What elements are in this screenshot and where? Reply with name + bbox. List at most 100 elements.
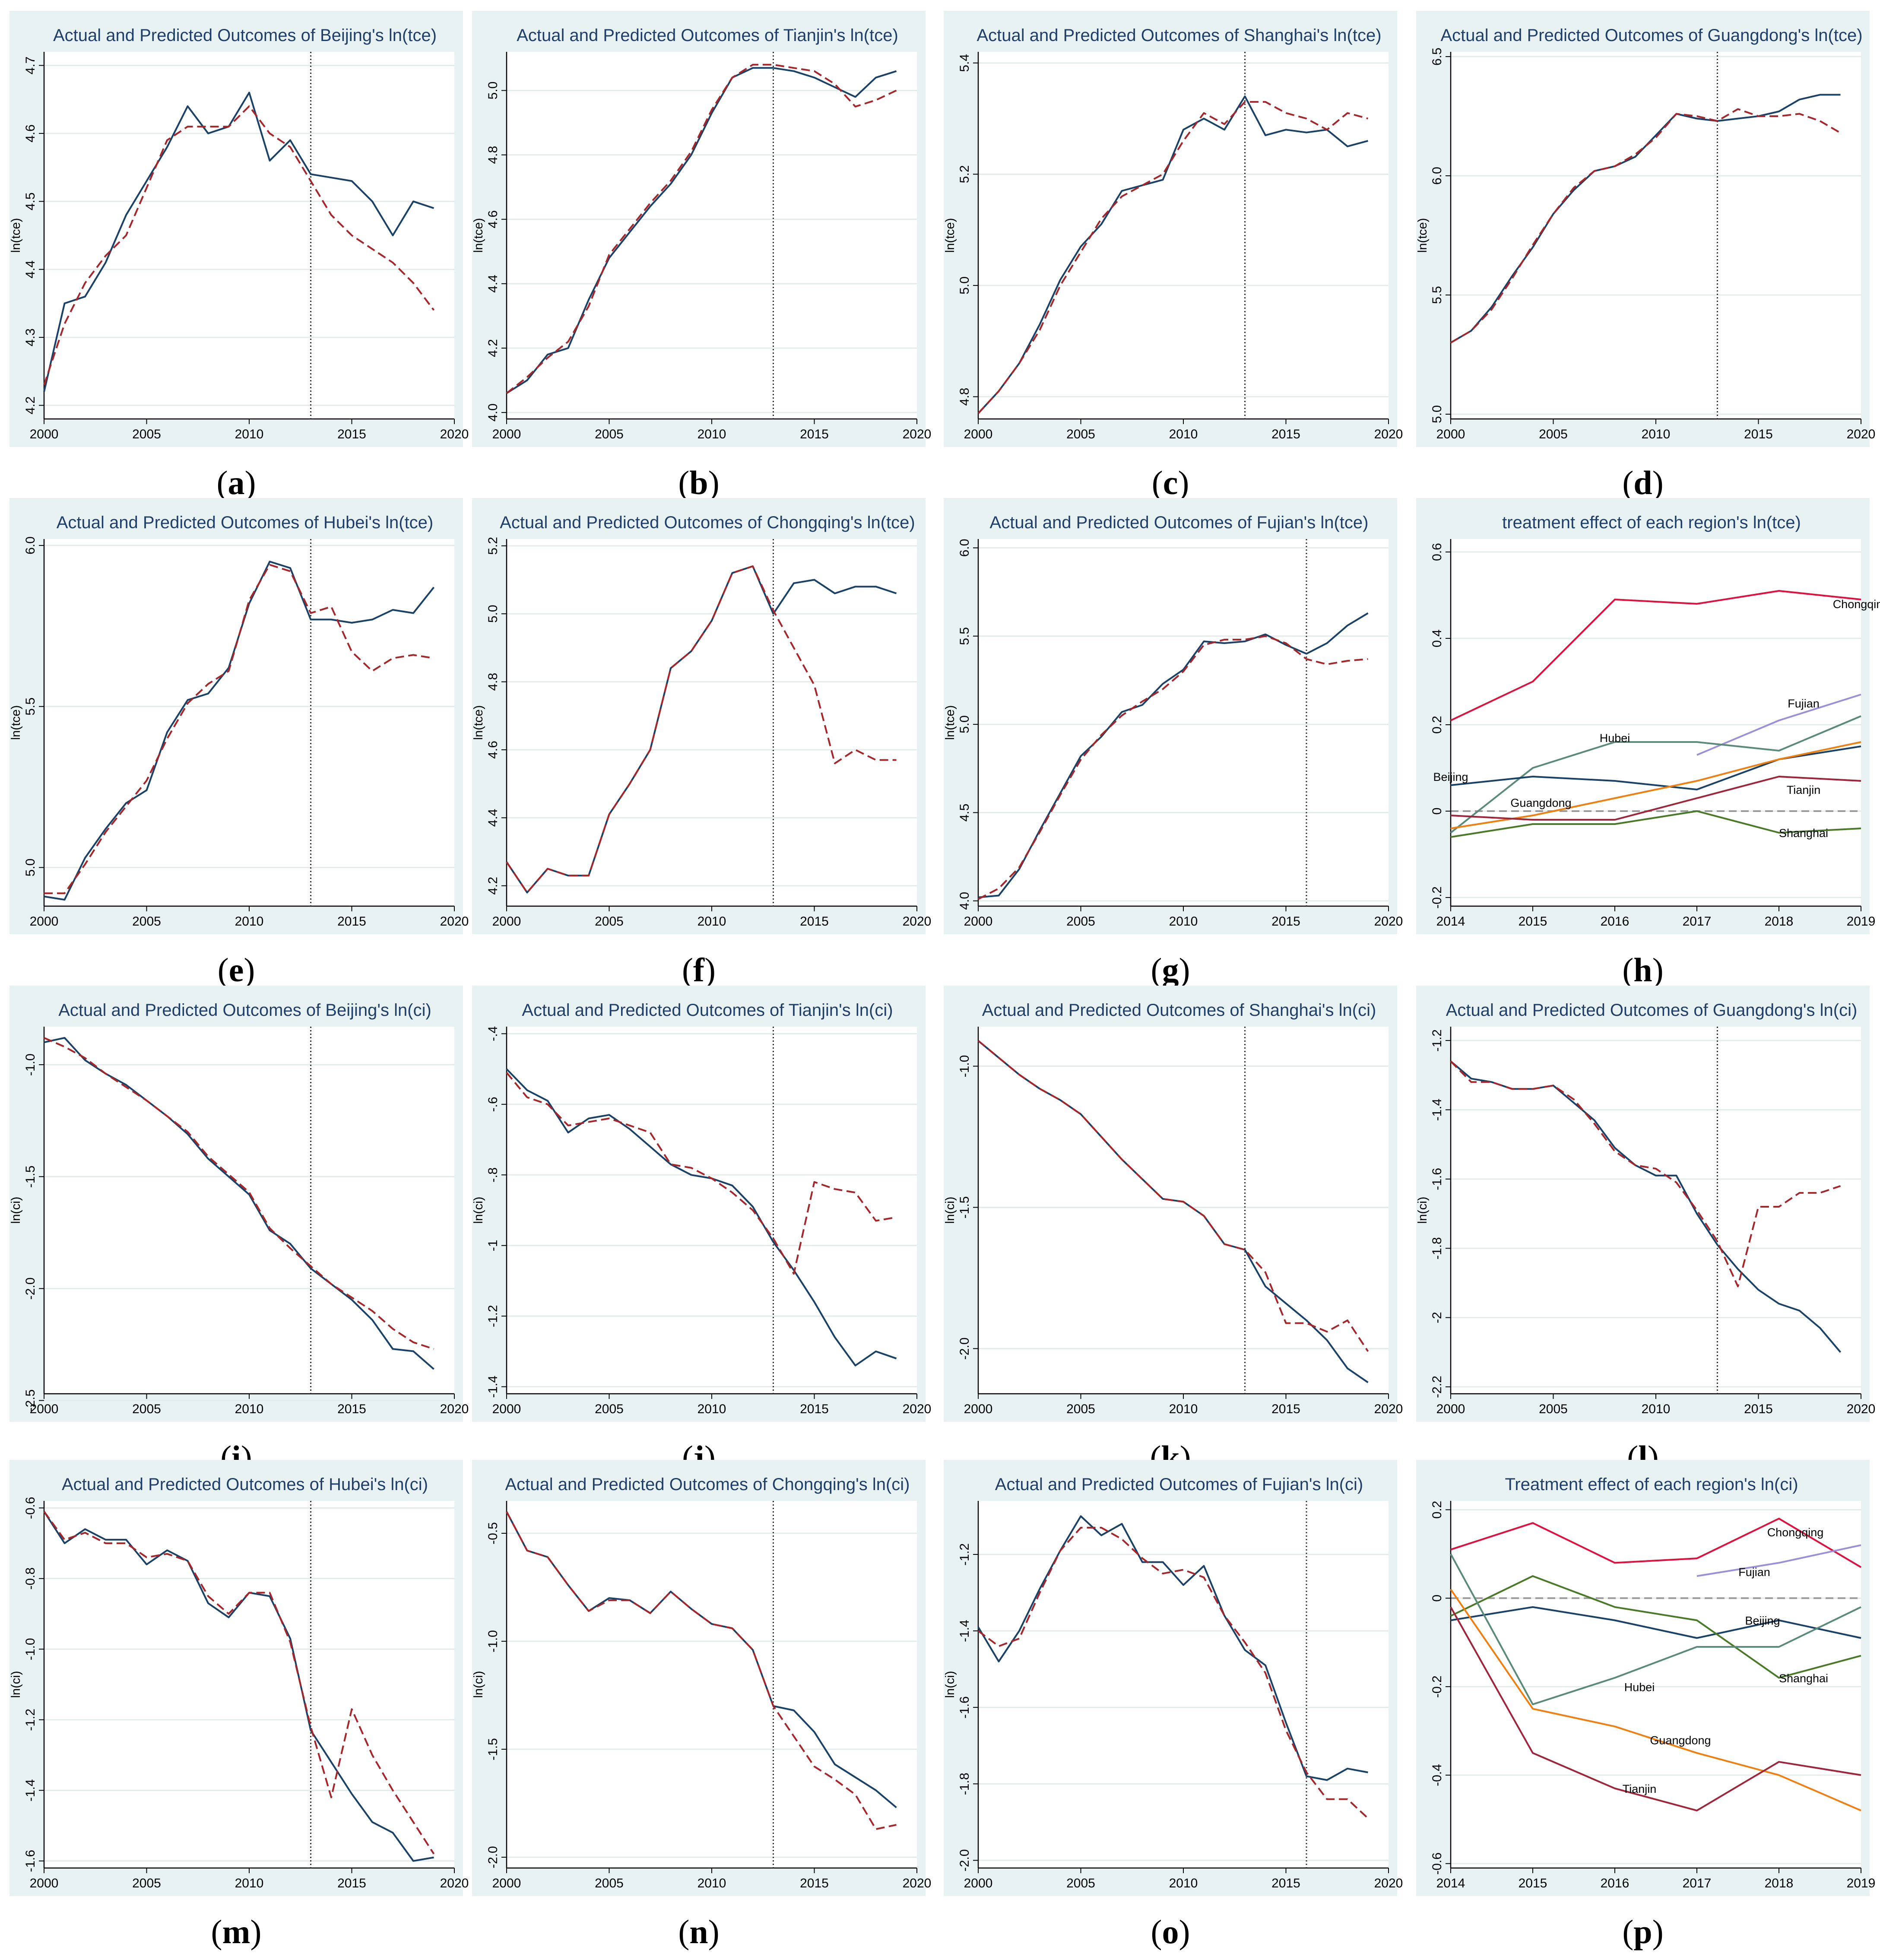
x-tick-label: 2000 — [30, 427, 59, 441]
plot-area — [978, 52, 1389, 419]
y-tick-label: -0.6 — [1430, 1852, 1444, 1875]
y-axis-label: ln(ci) — [9, 1197, 23, 1224]
y-tick-label: 0 — [1430, 808, 1444, 815]
series-line-actual — [1450, 1060, 1842, 1353]
plot-area — [44, 1501, 454, 1868]
series-label-beijing: Beijing — [1745, 1614, 1780, 1627]
chart-o: Actual and Predicted Outcomes of Fujian'… — [943, 1460, 1403, 1896]
series-line-guangdong — [1450, 741, 1861, 829]
series-line-predicted — [43, 105, 435, 385]
series-line-fujian — [1696, 1544, 1861, 1577]
plot-area — [1451, 52, 1861, 419]
y-tick-label: 4.5 — [23, 192, 38, 210]
chart-title: Actual and Predicted Outcomes of Beijing… — [58, 1001, 431, 1020]
x-tick-label: 2000 — [30, 1876, 59, 1890]
x-tick-label: 2015 — [1519, 1876, 1547, 1890]
y-axis-label: ln(ci) — [9, 1671, 23, 1698]
panel-letter: d — [1633, 464, 1652, 501]
x-tick-label: 2005 — [1066, 427, 1095, 441]
series-line-predicted — [44, 1037, 434, 1350]
series-line-guangdong — [1450, 1589, 1861, 1811]
x-tick-label: 2020 — [1847, 1402, 1876, 1416]
chart-n: Actual and Predicted Outcomes of Chongqi… — [472, 1460, 931, 1896]
y-tick-label: -2.0 — [486, 1846, 500, 1868]
chart-g: Actual and Predicted Outcomes of Fujian'… — [943, 498, 1403, 934]
y-tick-label: 5.5 — [23, 698, 38, 716]
paren-open: ( — [678, 1913, 690, 1950]
y-tick-label: -1.6 — [957, 1696, 972, 1719]
paren-open: ( — [1151, 951, 1162, 989]
y-tick-label: 5.0 — [486, 82, 500, 100]
series-line-chongqing — [1450, 590, 1861, 721]
x-tick-label: 2000 — [964, 1876, 993, 1890]
paren-open: ( — [678, 464, 690, 501]
series-line-tianjin — [1450, 776, 1861, 821]
x-tick-label: 2020 — [903, 1876, 932, 1890]
y-tick-label: -1.5 — [486, 1738, 500, 1760]
x-tick-label: 2018 — [1765, 1876, 1794, 1890]
y-tick-label: 4.8 — [486, 146, 500, 164]
y-tick-label: 4.4 — [486, 275, 500, 293]
y-tick-label: -.8 — [486, 1167, 500, 1183]
y-tick-label: 5.2 — [957, 165, 972, 183]
series-line-predicted — [506, 63, 897, 394]
chart-k: Actual and Predicted Outcomes of Shangha… — [943, 986, 1403, 1422]
x-tick-label: 2020 — [903, 1402, 932, 1416]
x-tick-label: 2015 — [1744, 427, 1773, 441]
y-tick-label: 6.0 — [23, 536, 38, 555]
panel-letter: a — [228, 464, 245, 501]
plot-area — [44, 52, 454, 419]
x-tick-label: 2020 — [1847, 427, 1876, 441]
x-tick-label: 2000 — [964, 1402, 993, 1416]
x-tick-label: 2010 — [697, 1402, 726, 1416]
x-tick-label: 2015 — [1271, 1876, 1300, 1890]
series-line-predicted — [43, 1511, 435, 1855]
y-tick-label: -2.0 — [957, 1849, 972, 1871]
y-tick-label: 5.0 — [957, 715, 972, 733]
x-tick-label: 2015 — [337, 427, 366, 441]
panel-h: treatment effect of each region's ln(tce… — [1416, 498, 1880, 998]
series-label-tianjin: Tianjin — [1787, 783, 1821, 796]
series-label-shanghai: Shanghai — [1779, 1672, 1828, 1685]
y-tick-label: -2.0 — [957, 1338, 972, 1360]
chart-p: Treatment effect of each region's ln(ci)… — [1416, 1460, 1875, 1896]
y-tick-label: 4.6 — [486, 210, 500, 228]
paren-open: ( — [1622, 464, 1634, 501]
panel-d: Actual and Predicted Outcomes of Guangdo… — [1416, 11, 1875, 511]
y-tick-label: -1 — [486, 1240, 500, 1251]
x-tick-label: 2016 — [1601, 914, 1630, 929]
plot-area — [507, 1501, 917, 1868]
x-tick-label: 2020 — [440, 914, 469, 929]
panel-a: Actual and Predicted Outcomes of Beijing… — [9, 11, 469, 511]
x-tick-label: 2015 — [337, 914, 366, 929]
series-line-predicted — [977, 1527, 1369, 1819]
plot-area — [1451, 1027, 1861, 1394]
y-tick-label: -1.0 — [23, 1638, 38, 1660]
x-tick-label: 2010 — [1169, 1402, 1198, 1416]
paren-close: ) — [708, 464, 720, 501]
x-tick-label: 2005 — [132, 914, 161, 929]
x-tick-label: 2015 — [1271, 1402, 1300, 1416]
paren-open: ( — [1151, 1913, 1162, 1950]
panel-e: Actual and Predicted Outcomes of Hubei's… — [9, 498, 469, 998]
y-tick-label: 6.0 — [1430, 167, 1444, 185]
x-tick-label: 2010 — [1642, 427, 1671, 441]
series-line-chongqing — [1450, 1518, 1862, 1568]
y-tick-label: 0.4 — [1430, 629, 1444, 647]
x-tick-label: 2005 — [132, 1402, 161, 1416]
y-tick-label: 4.0 — [957, 892, 972, 910]
series-label-chongqing: Chongqing — [1833, 598, 1880, 611]
series-label-fujian: Fujian — [1788, 697, 1820, 710]
y-tick-label: -1.6 — [23, 1850, 38, 1872]
y-tick-label: 5.0 — [1430, 405, 1444, 423]
chart-title: Actual and Predicted Outcomes of Chongqi… — [505, 1475, 910, 1494]
x-tick-label: 2005 — [595, 1402, 624, 1416]
chart-f: Actual and Predicted Outcomes of Chongqi… — [472, 498, 931, 934]
panel-tag: (c) — [944, 463, 1397, 502]
panel-tag: (d) — [1416, 463, 1870, 502]
x-tick-label: 2020 — [1374, 1876, 1403, 1890]
x-tick-label: 2020 — [1374, 1402, 1403, 1416]
chart-title: treatment effect of each region's ln(tce… — [1502, 513, 1801, 532]
x-tick-label: 2015 — [337, 1876, 366, 1890]
panel-letter: o — [1162, 1913, 1179, 1950]
